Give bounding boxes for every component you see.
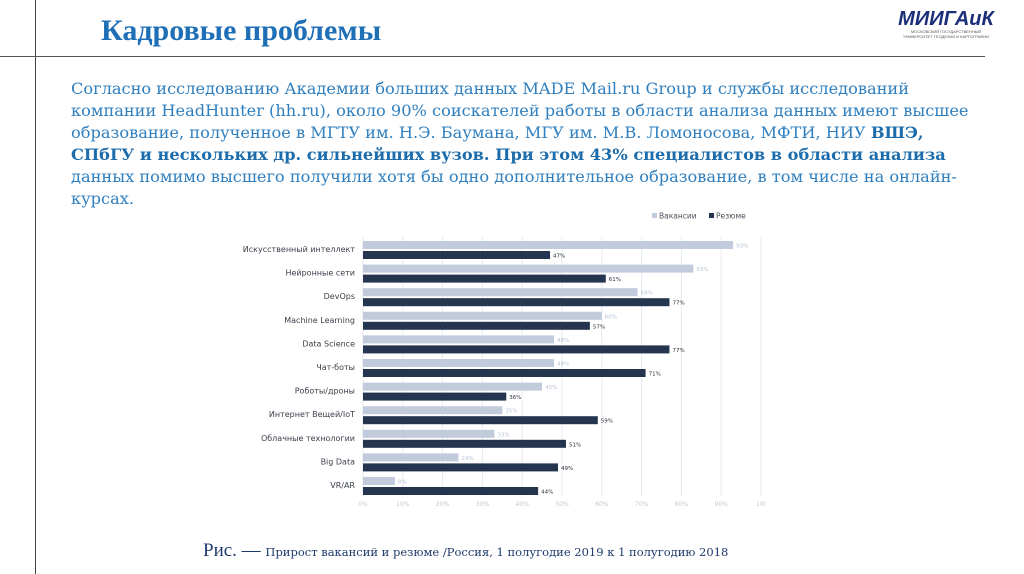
bar-vacancies	[363, 311, 602, 320]
bar-resumes	[363, 392, 507, 401]
bar-vacancies	[363, 406, 503, 415]
data-label: 71%	[649, 372, 661, 378]
data-label: 77%	[672, 348, 684, 354]
category-label: Роботы/дроны	[295, 387, 355, 396]
category-label: Искусственный интеллект	[243, 245, 356, 254]
x-tick-label: 60%	[595, 501, 609, 508]
bar-vacancies	[363, 382, 543, 391]
x-tick-label: 70%	[635, 501, 649, 508]
header-divider	[0, 56, 985, 57]
legend-label: Вакансии	[659, 212, 697, 221]
data-label: 51%	[569, 442, 581, 448]
data-label: 44%	[541, 490, 553, 496]
bar-vacancies	[363, 264, 694, 273]
bar-resumes	[363, 298, 670, 307]
data-label: 61%	[609, 277, 621, 283]
paragraph-text-1: Согласно исследованию Академии больших д…	[71, 79, 969, 142]
bar-resumes	[363, 487, 539, 495]
bar-vacancies	[363, 359, 555, 367]
category-label: Big Data	[321, 457, 356, 466]
bar-resumes	[363, 416, 598, 425]
x-tick-label: 0%	[358, 501, 368, 508]
data-label: 35%	[505, 409, 517, 415]
bar-vacancies	[363, 453, 459, 462]
category-label: VR/AR	[330, 481, 355, 490]
data-label: 93%	[736, 244, 748, 250]
logo-subtitle: МОСКОВСКИЙ ГОСУДАРСТВЕННЫЙ УНИВЕРСИТЕТ Г…	[903, 29, 989, 39]
data-label: 33%	[497, 432, 509, 438]
x-tick-label: 50%	[555, 501, 569, 508]
legend-swatch	[652, 213, 657, 218]
slide-title: Кадровые проблемы	[101, 14, 382, 47]
bar-vacancies	[363, 429, 495, 438]
figure-caption: Рис. — Прирост вакансий и резюме /Россия…	[203, 540, 728, 562]
category-label: Чат-боты	[316, 363, 355, 372]
left-border-line	[35, 0, 36, 574]
category-label: Интернет Вещей/IoT	[269, 410, 355, 419]
caption-text: Прирост вакансий и резюме /Россия, 1 пол…	[265, 545, 729, 559]
data-label: 57%	[593, 324, 605, 330]
data-label: 69%	[641, 291, 653, 297]
paragraph-text-bold: ВШЭ, СПбГУ и нескольких др. сильнейших в…	[71, 123, 946, 164]
bar-resumes	[363, 345, 670, 354]
data-label: 45%	[545, 385, 557, 391]
category-label: Data Science	[302, 339, 355, 348]
bar-resumes	[363, 369, 646, 377]
university-logo: МИИГАиК МОСКОВСКИЙ ГОСУДАРСТВЕННЫЙ УНИВЕ…	[896, 9, 996, 43]
bar-vacancies	[363, 241, 734, 249]
data-label: 36%	[509, 395, 521, 401]
bar-resumes	[363, 274, 606, 283]
body-paragraph: Согласно исследованию Академии больших д…	[71, 78, 971, 210]
x-tick-label: 20%	[436, 501, 450, 508]
x-tick-label: 10(	[756, 501, 766, 508]
bar-resumes	[363, 439, 566, 448]
caption-prefix: Рис. —	[203, 540, 266, 561]
category-label: DevOps	[324, 292, 355, 301]
category-label: Облачные технологии	[261, 434, 355, 443]
bar-resumes	[363, 251, 551, 259]
data-label: 60%	[605, 314, 617, 320]
x-tick-label: 90%	[715, 501, 729, 508]
data-label: 49%	[561, 466, 573, 472]
legend-swatch	[709, 213, 714, 218]
data-label: 24%	[462, 456, 474, 462]
data-label: 77%	[672, 301, 684, 307]
data-label: 48%	[557, 362, 569, 368]
x-tick-label: 40%	[516, 501, 530, 508]
x-tick-label: 30%	[476, 501, 490, 508]
x-tick-label: 10%	[396, 501, 410, 508]
bar-vacancies	[363, 477, 395, 485]
category-label: Machine Learning	[284, 316, 355, 325]
data-label: 83%	[696, 267, 708, 273]
bar-resumes	[363, 463, 559, 472]
bar-vacancies	[363, 335, 555, 344]
bar-resumes	[363, 321, 590, 330]
x-tick-label: 80%	[675, 501, 689, 508]
paragraph-text-2: данных помимо высшего получили хотя бы о…	[71, 167, 957, 208]
category-label: Нейронные сети	[285, 269, 355, 278]
bar-vacancies	[363, 288, 638, 297]
data-label: 47%	[553, 254, 565, 260]
logo-text: МИИГАиК	[898, 8, 994, 30]
data-label: 59%	[601, 419, 613, 425]
data-label: 8%	[398, 480, 407, 486]
data-label: 48%	[557, 338, 569, 344]
legend-label: Резюме	[716, 212, 746, 221]
